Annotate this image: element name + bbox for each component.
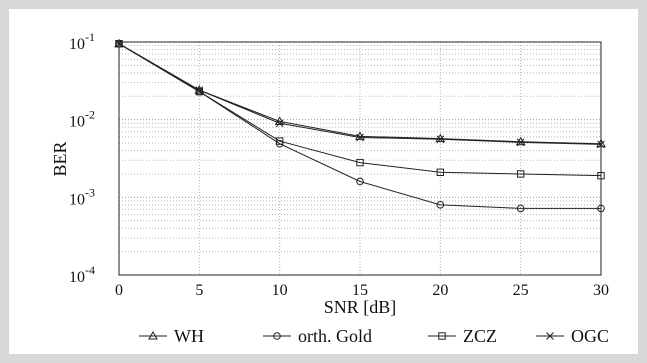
figure-panel: 0 5 10 15 20 25 30 10-1 10-2 10-3 10-4 SNR [dB] B…: [9, 9, 638, 354]
circle-marker: [597, 204, 605, 213]
legend-label: WH: [174, 326, 204, 346]
circle-marker: [356, 177, 364, 186]
series-zcz: [115, 40, 605, 180]
legend: WH orth. Gold ZCZ OGC: [139, 326, 609, 346]
triangle-marker: [435, 133, 446, 143]
square-marker: [275, 137, 284, 145]
x-tick-label: 25: [513, 282, 529, 299]
series-ogc: [115, 39, 605, 149]
triangle-marker: [515, 136, 526, 146]
y-tick-label: 10-1: [69, 30, 95, 53]
x-tick-label: 30: [593, 282, 609, 299]
x-tick-label: 0: [115, 282, 123, 299]
circle-marker: [436, 201, 445, 209]
square-marker: [516, 170, 525, 178]
square-marker: [438, 332, 446, 340]
x-marker: [115, 39, 123, 48]
grid-lines: [119, 42, 601, 275]
legend-item: ZCZ: [428, 326, 497, 346]
x-axis-label: SNR [dB]: [324, 297, 397, 317]
x-tick-label: 5: [195, 282, 203, 299]
x-tick-label: 10: [272, 282, 288, 299]
legend-label: ZCZ: [463, 326, 497, 346]
legend-label: OGC: [571, 326, 609, 346]
triangle-marker: [194, 85, 205, 94]
series-line: [118, 43, 602, 177]
triangle-marker: [596, 138, 606, 148]
circle-marker: [516, 204, 525, 213]
square-marker: [597, 171, 605, 180]
y-tick-label: 10-2: [69, 108, 95, 131]
x-tick-labels: 0 5 10 15 20 25 30: [115, 282, 609, 299]
y-tick-labels: 10-1 10-2 10-3 10-4: [69, 30, 95, 286]
x-marker: [356, 133, 364, 142]
data-series: [114, 38, 606, 213]
square-marker: [356, 158, 364, 167]
x-tick-label: 15: [352, 282, 368, 299]
y-tick-label: 10-3: [69, 185, 95, 208]
x-tick-label: 20: [432, 282, 448, 299]
legend-item: orth. Gold: [263, 326, 372, 346]
x-marker: [546, 332, 554, 340]
square-marker: [436, 168, 445, 177]
triangle-marker: [148, 330, 158, 340]
ber-snr-chart: 0 5 10 15 20 25 30 10-1 10-2 10-3 10-4 SNR [dB] B…: [50, 30, 609, 346]
y-axis-label: BER: [50, 141, 70, 176]
x-marker: [195, 86, 204, 94]
x-marker: [436, 135, 445, 144]
y-tick-label: 10-4: [69, 263, 95, 286]
x-marker: [516, 138, 525, 147]
circle-marker: [273, 332, 281, 340]
square-marker: [115, 40, 123, 48]
x-marker: [275, 119, 284, 128]
legend-label: orth. Gold: [298, 326, 372, 346]
plot-area-border: [118, 41, 602, 276]
x-marker: [597, 140, 605, 149]
legend-item: OGC: [536, 326, 609, 346]
legend-item: WH: [139, 326, 204, 346]
